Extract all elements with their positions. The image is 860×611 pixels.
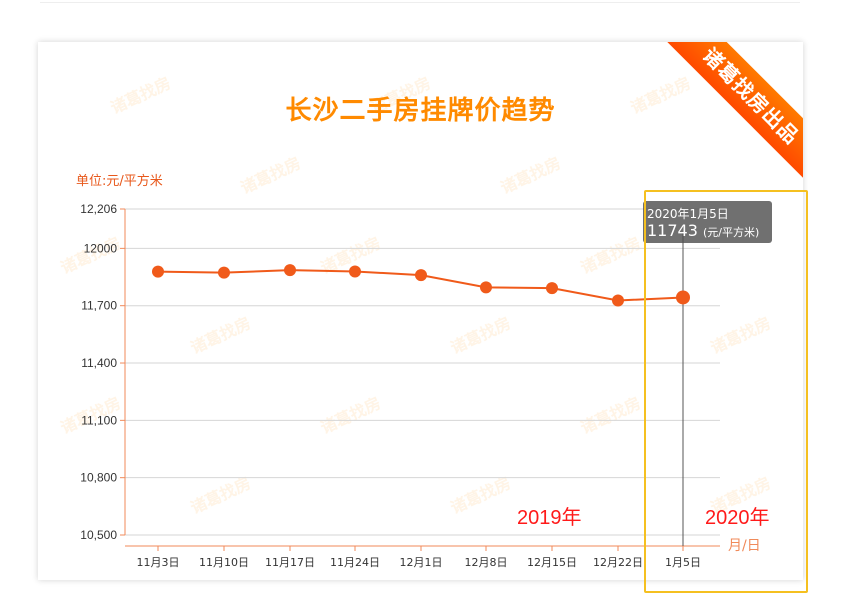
x-tick-label: 11月3日 <box>137 556 180 569</box>
tooltip-date: 2020年1月5日 <box>647 207 729 221</box>
data-point <box>546 282 558 295</box>
x-tick-label: 12月8日 <box>465 556 508 569</box>
tooltip-unit: (元/平方米) <box>703 226 760 239</box>
y-tick-label: 11,400 <box>81 356 117 370</box>
data-point <box>284 264 296 277</box>
x-tick-label: 12月22日 <box>593 556 643 569</box>
x-tick-label: 11月10日 <box>199 556 249 569</box>
data-point <box>218 266 230 279</box>
year-label-2020: 2020年 <box>705 507 770 529</box>
y-axis-unit-label: 单位:元/平方米 <box>76 174 163 189</box>
highlight-box-2020 <box>644 190 808 593</box>
year-label-2019: 2019年 <box>517 507 582 529</box>
tooltip-value: 11743 <box>647 221 698 240</box>
data-point <box>349 265 361 278</box>
tooltip: 2020年1月5日 11743 (元/平方米) <box>643 201 772 243</box>
data-point <box>152 265 164 278</box>
data-point <box>415 269 427 282</box>
y-tick-label: 12,206 <box>80 202 117 216</box>
y-tick-label: 10,800 <box>80 471 117 485</box>
data-point <box>480 281 492 294</box>
data-point <box>612 294 624 307</box>
x-tick-label: 12月15日 <box>527 556 577 569</box>
y-tick-label: 12000 <box>84 241 118 255</box>
x-tick-label: 1月5日 <box>665 556 701 569</box>
tooltip-value-row: 11743 (元/平方米) <box>647 221 759 240</box>
chart-card: 诸葛找房 诸葛找房 诸葛找房 诸葛找房 诸葛找房 诸葛找房 诸葛找房 诸葛找房 诸葛找房 诸葛找房… <box>38 42 803 580</box>
data-point <box>676 290 690 305</box>
x-axis-unit-label: 月/日 <box>728 538 761 554</box>
x-tick-label: 11月17日 <box>265 556 315 569</box>
x-tick-label: 12月1日 <box>400 556 443 569</box>
y-tick-label: 10,500 <box>80 528 117 542</box>
chart-title: 长沙二手房挂牌价趋势 <box>285 96 556 126</box>
x-tick-label: 11月24日 <box>330 556 380 569</box>
y-tick-label: 11,100 <box>81 413 117 427</box>
top-divider <box>40 2 800 3</box>
y-tick-label: 11,700 <box>81 299 117 313</box>
